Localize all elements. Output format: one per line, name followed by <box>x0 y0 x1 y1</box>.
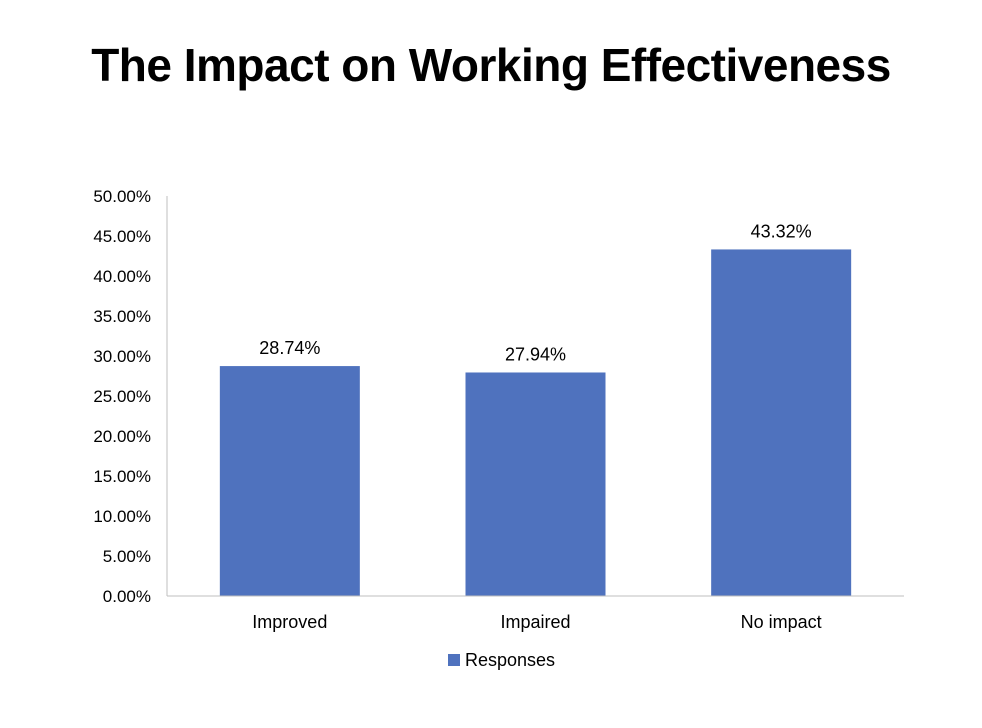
legend: Responses <box>448 650 555 670</box>
y-tick-label: 40.00% <box>93 267 151 286</box>
legend-label: Responses <box>465 650 555 670</box>
y-tick-label: 10.00% <box>93 507 151 526</box>
y-tick-label: 30.00% <box>93 347 151 366</box>
x-tick-label: Improved <box>252 612 327 632</box>
y-tick-label: 35.00% <box>93 307 151 326</box>
bars: 28.74% 27.94% 43.32% <box>219 221 852 596</box>
data-label: 28.74% <box>259 338 320 358</box>
x-axis: Improved Impaired No impact <box>167 595 904 632</box>
y-tick-label: 45.00% <box>93 227 151 246</box>
y-tick-label: 0.00% <box>103 587 151 606</box>
y-axis: 0.00% 5.00% 10.00% 15.00% 20.00% 25.00% 30.00%… <box>93 187 168 606</box>
data-label: 43.32% <box>751 221 812 241</box>
y-tick-label: 25.00% <box>93 387 151 406</box>
x-tick-label: No impact <box>741 612 822 632</box>
y-tick-label: 50.00% <box>93 187 151 206</box>
bar <box>711 249 852 596</box>
bar <box>219 366 360 596</box>
y-tick-label: 5.00% <box>103 547 151 566</box>
legend-swatch <box>448 654 460 666</box>
x-tick-label: Impaired <box>500 612 570 632</box>
y-tick-label: 20.00% <box>93 427 151 446</box>
y-tick-label: 15.00% <box>93 467 151 486</box>
data-label: 27.94% <box>505 344 566 364</box>
chart-title: The Impact on Working Effectiveness <box>91 39 891 91</box>
bar <box>465 372 606 596</box>
